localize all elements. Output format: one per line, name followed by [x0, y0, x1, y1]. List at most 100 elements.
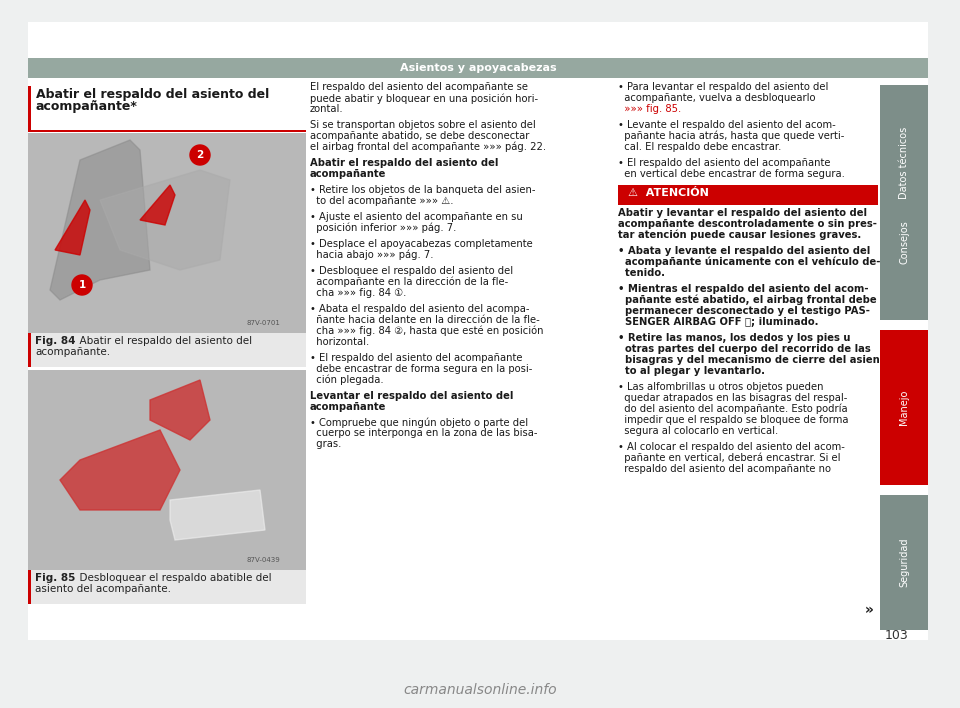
Text: to al plegar y levantarlo.: to al plegar y levantarlo. — [618, 366, 765, 376]
Text: Asientos y apoyacabezas: Asientos y apoyacabezas — [399, 63, 556, 73]
Text: Abatir el respaldo del asiento del: Abatir el respaldo del asiento del — [310, 158, 498, 168]
Text: Manejo: Manejo — [899, 390, 909, 426]
Text: • Abata y levante el respaldo del asiento del: • Abata y levante el respaldo del asient… — [618, 246, 871, 256]
Text: acompañante únicamente con el vehículo de-: acompañante únicamente con el vehículo d… — [618, 257, 880, 268]
Bar — [880, 330, 928, 485]
Bar — [28, 133, 306, 333]
Text: Fig. 84: Fig. 84 — [35, 336, 76, 346]
Text: pañante en vertical, deberá encastrar. Si el: pañante en vertical, deberá encastrar. S… — [618, 452, 841, 463]
Text: cal. El respaldo debe encastrar.: cal. El respaldo debe encastrar. — [618, 142, 781, 152]
Text: impedir que el respaldo se bloquee de forma: impedir que el respaldo se bloquee de fo… — [618, 415, 849, 425]
Text: 87V-0439: 87V-0439 — [247, 557, 280, 563]
Text: Datos técnicos: Datos técnicos — [899, 126, 909, 199]
Text: • Compruebe que ningún objeto o parte del: • Compruebe que ningún objeto o parte de… — [310, 418, 528, 428]
Text: permanecer desconectado y el testigo PAS-: permanecer desconectado y el testigo PAS… — [618, 306, 870, 316]
Text: 1: 1 — [79, 280, 85, 290]
Text: • Las alfombrillas u otros objetos pueden: • Las alfombrillas u otros objetos puede… — [618, 382, 824, 392]
Text: carmanualsonline.info: carmanualsonline.info — [403, 683, 557, 697]
Text: • El respaldo del asiento del acompañante: • El respaldo del asiento del acompañant… — [310, 353, 522, 362]
Text: segura al colocarlo en vertical.: segura al colocarlo en vertical. — [618, 426, 779, 435]
Text: ñante hacia delante en la dirección de la fle-: ñante hacia delante en la dirección de l… — [310, 314, 540, 325]
Polygon shape — [50, 140, 150, 300]
Polygon shape — [100, 170, 230, 270]
Text: 2: 2 — [197, 150, 204, 160]
Text: acompañante abatido, se debe desconectar: acompañante abatido, se debe desconectar — [310, 131, 529, 141]
Text: Levantar el respaldo del asiento del: Levantar el respaldo del asiento del — [310, 391, 514, 401]
Polygon shape — [170, 490, 265, 540]
Bar — [880, 85, 928, 240]
Text: Fig. 85: Fig. 85 — [35, 573, 76, 583]
Bar — [28, 130, 306, 132]
Text: acompañante: acompañante — [310, 401, 386, 411]
Text: Consejos: Consejos — [899, 221, 909, 264]
Text: debe encastrar de forma segura en la posi-: debe encastrar de forma segura en la pos… — [310, 364, 533, 374]
Text: Si se transportan objetos sobre el asiento del: Si se transportan objetos sobre el asien… — [310, 120, 536, 130]
Text: • El respaldo del asiento del acompañante: • El respaldo del asiento del acompañant… — [618, 158, 830, 168]
Text: • Desplace el apoyacabezas completamente: • Desplace el apoyacabezas completamente — [310, 239, 533, 249]
Text: puede abatir y bloquear en una posición hori-: puede abatir y bloquear en una posición … — [310, 93, 539, 103]
Text: zontal.: zontal. — [310, 104, 344, 114]
Text: en vertical debe encastrar de forma segura.: en vertical debe encastrar de forma segu… — [618, 169, 845, 179]
Text: quedar atrapados en las bisagras del respal-: quedar atrapados en las bisagras del res… — [618, 393, 848, 403]
Text: respaldo del asiento del acompañante no: respaldo del asiento del acompañante no — [618, 464, 831, 474]
Polygon shape — [60, 430, 180, 510]
Text: acompañante*: acompañante* — [36, 100, 138, 113]
Text: 87V-0701: 87V-0701 — [246, 320, 280, 326]
Text: cuerpo se interponga en la zona de las bisa-: cuerpo se interponga en la zona de las b… — [310, 428, 538, 438]
Text: • Desbloquee el respaldo del asiento del: • Desbloquee el respaldo del asiento del — [310, 266, 514, 275]
Text: El respaldo del asiento del acompañante se: El respaldo del asiento del acompañante … — [310, 82, 528, 92]
Bar — [28, 570, 31, 604]
Text: Desbloquear el respaldo abatible del: Desbloquear el respaldo abatible del — [73, 573, 272, 583]
Text: • Para levantar el respaldo del asiento del: • Para levantar el respaldo del asiento … — [618, 82, 828, 92]
Text: gras.: gras. — [310, 440, 342, 450]
Text: tar atención puede causar lesiones graves.: tar atención puede causar lesiones grave… — [618, 230, 861, 240]
Text: acompañante en la dirección de la fle-: acompañante en la dirección de la fle- — [310, 277, 508, 287]
Bar — [28, 86, 31, 130]
Text: acompañante descontroladamente o sin pres-: acompañante descontroladamente o sin pre… — [618, 219, 876, 229]
Text: acompañante, vuelva a desbloquearlo: acompañante, vuelva a desbloquearlo — [618, 93, 815, 103]
Bar — [28, 333, 306, 367]
Text: »»» fig. 85.: »»» fig. 85. — [618, 104, 682, 114]
Text: cha »»» fig. 84 ①.: cha »»» fig. 84 ①. — [310, 287, 406, 297]
Text: acompañante: acompañante — [310, 169, 386, 179]
Text: • Abata el respaldo del asiento del acompa-: • Abata el respaldo del asiento del acom… — [310, 304, 530, 314]
Bar — [28, 333, 31, 367]
Text: bisagras y del mecanismo de cierre del asien-: bisagras y del mecanismo de cierre del a… — [618, 355, 884, 365]
Text: tenido.: tenido. — [618, 268, 665, 278]
Polygon shape — [150, 380, 210, 440]
Text: SENGER AIRBAG OFF ⨴; iluminado.: SENGER AIRBAG OFF ⨴; iluminado. — [618, 316, 819, 327]
Text: otras partes del cuerpo del recorrido de las: otras partes del cuerpo del recorrido de… — [618, 343, 871, 354]
Text: • Retire las manos, los dedos y los pies u: • Retire las manos, los dedos y los pies… — [618, 333, 851, 343]
Text: horizontal.: horizontal. — [310, 336, 370, 347]
Text: posición inferior »»» pág. 7.: posición inferior »»» pág. 7. — [310, 223, 456, 234]
Bar — [880, 165, 928, 320]
Polygon shape — [140, 185, 175, 225]
Bar — [618, 185, 878, 205]
Bar — [28, 22, 928, 640]
Text: cha »»» fig. 84 ②, hasta que esté en posición: cha »»» fig. 84 ②, hasta que esté en pos… — [310, 326, 543, 336]
Text: • Al colocar el respaldo del asiento del acom-: • Al colocar el respaldo del asiento del… — [618, 442, 845, 452]
Text: Abatir el respaldo del asiento del: Abatir el respaldo del asiento del — [36, 88, 269, 101]
Text: ción plegada.: ción plegada. — [310, 375, 384, 385]
Circle shape — [72, 275, 92, 295]
Bar — [880, 495, 928, 630]
Circle shape — [190, 145, 210, 165]
Text: Seguridad: Seguridad — [899, 538, 909, 587]
Text: • Retire los objetos de la banqueta del asien-: • Retire los objetos de la banqueta del … — [310, 185, 536, 195]
Bar — [28, 370, 306, 570]
Text: el airbag frontal del acompañante »»» pág. 22.: el airbag frontal del acompañante »»» pá… — [310, 142, 546, 152]
Bar — [28, 570, 306, 604]
Text: pañante esté abatido, el airbag frontal debe: pañante esté abatido, el airbag frontal … — [618, 295, 876, 305]
Text: • Mientras el respaldo del asiento del acom-: • Mientras el respaldo del asiento del a… — [618, 284, 869, 294]
Text: asiento del acompañante.: asiento del acompañante. — [35, 584, 171, 594]
Text: • Levante el respaldo del asiento del acom-: • Levante el respaldo del asiento del ac… — [618, 120, 836, 130]
Text: do del asiento del acompañante. Esto podría: do del asiento del acompañante. Esto pod… — [618, 404, 848, 414]
Text: acompañante.: acompañante. — [35, 347, 110, 357]
Text: • Ajuste el asiento del acompañante en su: • Ajuste el asiento del acompañante en s… — [310, 212, 523, 222]
Bar — [28, 58, 928, 78]
Text: »: » — [865, 603, 874, 617]
Text: hacia abajo »»» pág. 7.: hacia abajo »»» pág. 7. — [310, 250, 434, 261]
Text: ⚠  ATENCIÓN: ⚠ ATENCIÓN — [628, 188, 708, 198]
Text: Abatir el respaldo del asiento del: Abatir el respaldo del asiento del — [73, 336, 252, 346]
Text: Abatir y levantar el respaldo del asiento del: Abatir y levantar el respaldo del asient… — [618, 208, 867, 218]
